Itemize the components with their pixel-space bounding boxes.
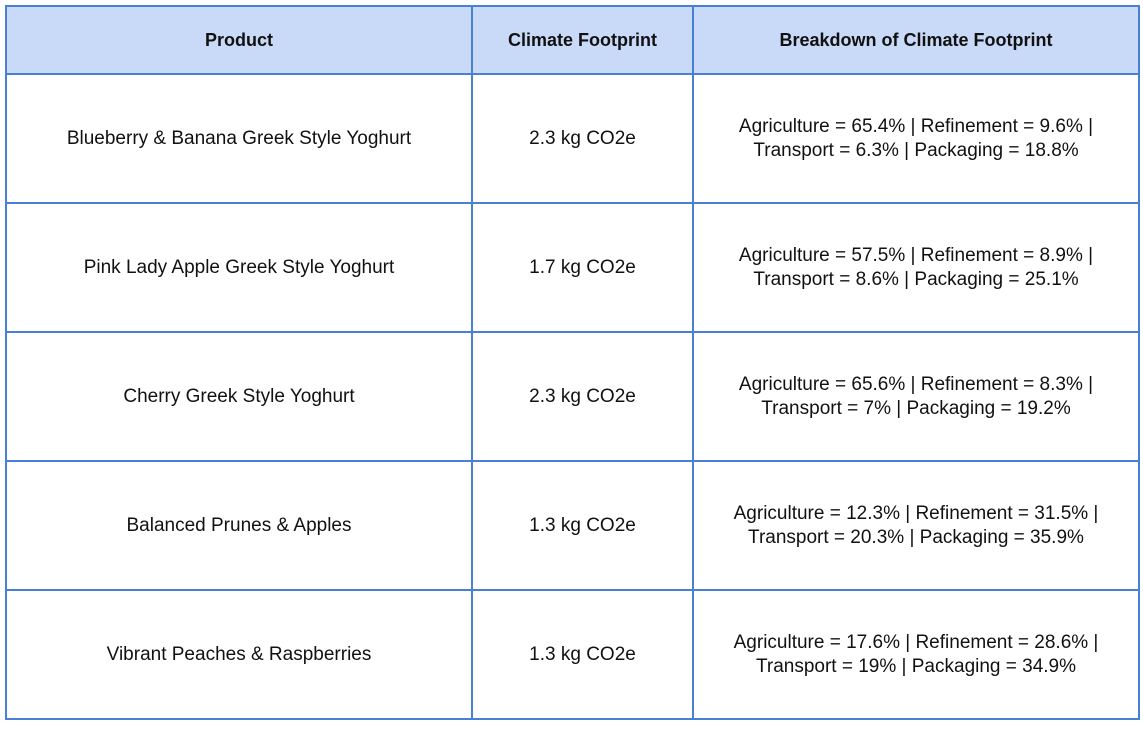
table-cell: Pink Lady Apple Greek Style Yoghurt <box>5 202 473 333</box>
table-row: Cherry Greek Style Yoghurt 2.3 kg CO2e Agr… <box>5 331 1140 462</box>
table-cell: Agriculture = 17.6% | Refinement = 28.6%… <box>692 589 1140 720</box>
table-cell: Agriculture = 12.3% | Refinement = 31.5%… <box>692 460 1140 591</box>
table-cell: Cherry Greek Style Yoghurt <box>5 331 473 462</box>
table-cell: Agriculture = 57.5% | Refinement = 8.9% … <box>692 202 1140 333</box>
table-row: Balanced Prunes & Apples 1.3 kg CO2e Agric… <box>5 460 1140 591</box>
header-cell: Breakdown of Climate Footprint <box>692 5 1140 75</box>
header-cell: Product <box>5 5 473 75</box>
table-cell: 1.7 kg CO2e <box>471 202 694 333</box>
table-cell: Agriculture = 65.6% | Refinement = 8.3% … <box>692 331 1140 462</box>
header-row: Product Climate Footprint Breakdown of Cli… <box>5 5 1140 75</box>
header-cell: Climate Footprint <box>471 5 694 75</box>
table-cell: 1.3 kg CO2e <box>471 589 694 720</box>
table-cell: 2.3 kg CO2e <box>471 73 694 204</box>
table-row: Blueberry & Banana Greek Style Yoghurt 2.… <box>5 73 1140 204</box>
table-cell: Agriculture = 65.4% | Refinement = 9.6% … <box>692 73 1140 204</box>
table-cell: 1.3 kg CO2e <box>471 460 694 591</box>
table-cell: Vibrant Peaches & Raspberries <box>5 589 473 720</box>
table-cell: 2.3 kg CO2e <box>471 331 694 462</box>
table-cell: Blueberry & Banana Greek Style Yoghurt <box>5 73 473 204</box>
table-body: Blueberry & Banana Greek Style Yoghurt 2.… <box>5 73 1140 720</box>
table-row: Vibrant Peaches & Raspberries 1.3 kg CO2e… <box>5 589 1140 720</box>
table-cell: Balanced Prunes & Apples <box>5 460 473 591</box>
table-row: Pink Lady Apple Greek Style Yoghurt 1.7 k… <box>5 202 1140 333</box>
footprint-table: Product Climate Footprint Breakdown of Cli… <box>5 5 1140 720</box>
